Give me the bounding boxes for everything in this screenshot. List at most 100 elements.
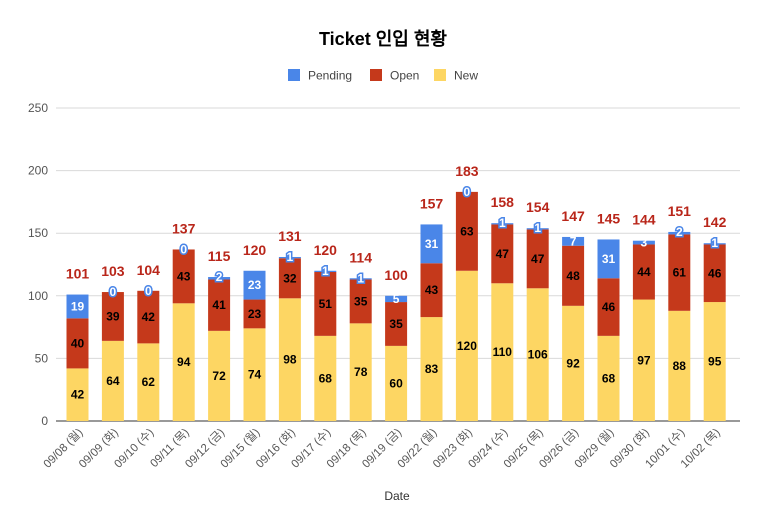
- y-tick-label: 150: [28, 226, 48, 240]
- bar-open: [243, 299, 266, 329]
- data-label-total: 147: [561, 208, 585, 224]
- data-label-pending: 23: [248, 278, 262, 292]
- data-label-open: 35: [389, 317, 403, 331]
- data-label-open: 40: [71, 336, 85, 350]
- bars: 4240191016439010362420104944301377241211…: [66, 163, 727, 421]
- data-label-total: 183: [455, 163, 479, 179]
- y-tick-label: 200: [28, 164, 48, 178]
- bar-pending: [562, 236, 585, 246]
- bar-new: [597, 335, 620, 421]
- data-label-open: 51: [319, 297, 333, 311]
- bar-pending: [420, 224, 443, 264]
- bar-pending: [243, 270, 266, 300]
- bar-open: [455, 191, 478, 271]
- bar-open: [703, 244, 726, 303]
- legend-swatch: [434, 69, 446, 81]
- bar-open: [491, 224, 514, 284]
- data-label-total: 103: [101, 263, 125, 279]
- legend-swatch: [370, 69, 382, 81]
- data-label-pending: 0: [180, 242, 187, 256]
- data-label-total: 131: [278, 228, 302, 244]
- bar-open: [526, 229, 549, 289]
- data-label-new: 62: [142, 375, 156, 389]
- data-label-new: 97: [637, 353, 651, 367]
- data-label-pending: 1: [322, 264, 329, 278]
- data-label-new: 88: [673, 359, 687, 373]
- bar-open: [597, 278, 620, 336]
- data-label-new: 68: [319, 371, 333, 385]
- bar-open: [172, 249, 195, 304]
- data-label-new: 72: [212, 369, 226, 383]
- data-label-pending: 1: [534, 221, 541, 235]
- x-axis: 09/08 (월)09/09 (화)09/10 (수)09/11 (목)09/1…: [41, 426, 723, 471]
- data-label-new: 98: [283, 353, 297, 367]
- data-label-open: 46: [602, 300, 616, 314]
- data-label-new: 60: [389, 376, 403, 390]
- data-label-open: 23: [248, 307, 262, 321]
- y-tick-label: 50: [35, 351, 49, 365]
- bar-pending: [668, 231, 691, 235]
- data-label-open: 42: [142, 310, 156, 324]
- data-label-total: 120: [314, 242, 338, 258]
- data-label-open: 46: [708, 266, 722, 280]
- bar-new: [278, 298, 301, 421]
- bar-open: [385, 302, 408, 346]
- data-label-new: 68: [602, 371, 616, 385]
- data-label-open: 35: [354, 294, 368, 308]
- data-label-pending: 0: [145, 284, 152, 298]
- data-label-pending: 19: [71, 299, 85, 313]
- bar-pending: [66, 294, 89, 319]
- bar-open: [137, 290, 160, 344]
- bar-open: [420, 263, 443, 318]
- data-label-total: 120: [243, 242, 267, 258]
- data-label-pending: 5: [393, 292, 400, 306]
- data-label-new: 110: [493, 345, 513, 359]
- data-label-pending: 31: [425, 237, 439, 251]
- bar-open: [314, 272, 337, 336]
- data-label-open: 39: [106, 309, 120, 323]
- data-label-total: 142: [703, 214, 727, 230]
- data-label-open: 48: [566, 269, 580, 283]
- data-label-new: 106: [528, 348, 548, 362]
- bar-open: [562, 245, 585, 306]
- bar-new: [526, 288, 549, 421]
- data-label-new: 83: [425, 362, 439, 376]
- data-label-new: 92: [566, 356, 580, 370]
- bar-pending: [208, 277, 231, 280]
- bar-new: [491, 283, 514, 421]
- data-label-open: 43: [425, 283, 439, 297]
- data-label-pending: 7: [570, 234, 577, 248]
- bar-pending: [597, 239, 620, 279]
- data-label-pending: 2: [216, 270, 223, 284]
- bar-new: [66, 368, 89, 421]
- data-label-pending: 1: [499, 216, 506, 230]
- bar-new: [420, 317, 443, 421]
- data-label-open: 63: [460, 224, 474, 238]
- bar-new: [314, 335, 337, 421]
- bar-open: [668, 234, 691, 311]
- bar-new: [562, 305, 585, 421]
- bar-pending: [632, 240, 655, 245]
- y-tick-label: 100: [28, 289, 48, 303]
- data-label-new: 95: [708, 355, 722, 369]
- bar-open: [66, 318, 89, 369]
- data-label-total: 154: [526, 199, 550, 215]
- bar-new: [632, 299, 655, 421]
- data-label-new: 94: [177, 355, 191, 369]
- chart-title: Ticket 인입 현황: [319, 28, 447, 49]
- data-label-open: 44: [637, 265, 651, 279]
- y-tick-label: 250: [28, 101, 48, 115]
- bar-new: [172, 303, 195, 421]
- data-label-total: 151: [668, 203, 692, 219]
- bar-new: [385, 345, 408, 421]
- bar-new: [137, 343, 160, 421]
- data-label-pending: 0: [464, 185, 471, 199]
- bar-pending: [314, 270, 337, 273]
- bar-open: [278, 258, 301, 299]
- data-label-open: 32: [283, 271, 297, 285]
- data-label-total: 104: [137, 262, 161, 278]
- y-axis: 0 50 100 150 200 250: [28, 101, 48, 428]
- data-label-pending: 1: [711, 236, 718, 250]
- data-label-total: 158: [491, 194, 515, 210]
